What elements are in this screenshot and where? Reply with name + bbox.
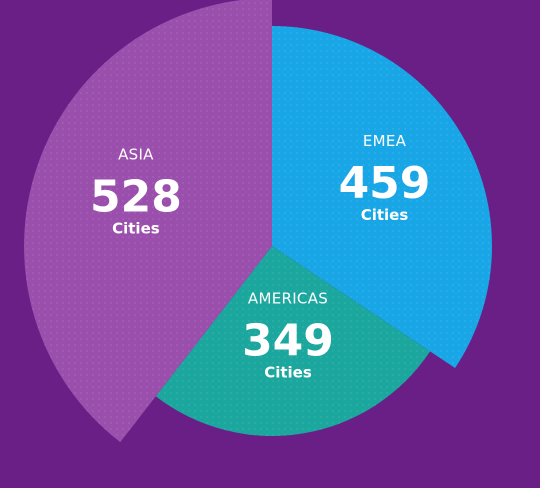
pie-slice-texture-asia bbox=[24, 0, 272, 443]
slice-label-emea: EMEA bbox=[363, 132, 407, 150]
pie-slice-texture-emea bbox=[272, 26, 493, 369]
pie-slices bbox=[24, 0, 493, 443]
slice-unit-asia: Cities bbox=[112, 220, 160, 238]
pie-labels: EMEA459CitiesAMERICAS349CitiesASIA528Cit… bbox=[90, 132, 430, 382]
slice-label-asia: ASIA bbox=[118, 146, 154, 164]
slice-value-asia: 528 bbox=[90, 172, 182, 223]
pie-slice-texture-americas bbox=[155, 246, 431, 436]
slice-value-emea: 459 bbox=[339, 158, 431, 209]
slice-label-americas: AMERICAS bbox=[248, 290, 328, 308]
slice-value-americas: 349 bbox=[242, 316, 334, 367]
slice-unit-emea: Cities bbox=[361, 206, 409, 224]
slice-unit-americas: Cities bbox=[264, 364, 312, 382]
